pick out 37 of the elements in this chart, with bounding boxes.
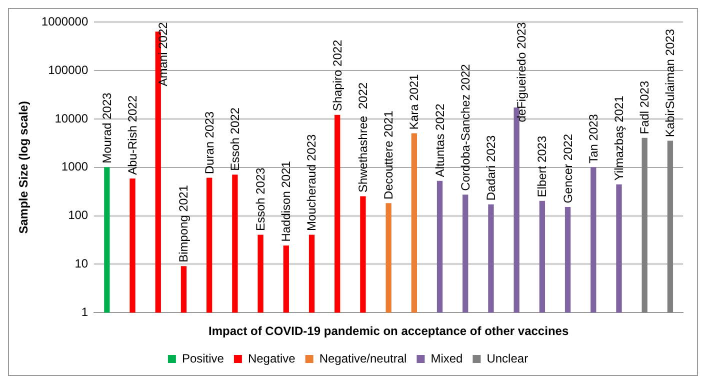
x-tick-label: Haddison 2021: [279, 160, 294, 242]
x-tick-label: Essoh 2022: [228, 107, 242, 171]
y-tick-label: 1000: [61, 160, 88, 174]
x-tick-label: Shwethashree 2022: [356, 82, 370, 193]
x-tick-label: Mourad 2023: [100, 92, 114, 164]
x-tick-label: Shapiro 2022: [330, 39, 344, 112]
x-tick-label: KabirSulaiman 2023: [663, 28, 678, 138]
x-tick-label: Yilmazbaş 2021: [612, 95, 626, 181]
x-tick-label: Essoh 2023: [254, 167, 268, 232]
y-tick-label: 10: [74, 256, 88, 271]
x-tick-label: Moucheraud 2023: [304, 134, 319, 232]
x-tick-label: Gencer 2022: [560, 134, 575, 204]
x-tick-label: Fadl 2023: [638, 80, 652, 134]
x-tick-label: Bimpong 2021: [176, 184, 191, 262]
legend-label: Mixed: [430, 351, 463, 366]
y-tick-label: 100000: [48, 62, 88, 77]
x-axis-title: Impact of COVID-19 pandemic on acceptance of other vaccines: [208, 324, 569, 338]
legend-label: Positive: [182, 351, 224, 366]
x-tick-label: Amani 2022: [156, 22, 170, 86]
y-tick-label: 1: [81, 304, 88, 319]
y-tick-label: 1000000: [41, 14, 88, 29]
legend-label: Unclear: [486, 351, 528, 366]
x-tick-label: Altuntas 2022: [432, 103, 447, 178]
x-tick-label: Kara 2021: [407, 74, 422, 130]
x-tick-label: Elbert 2023: [535, 136, 550, 198]
y-tick-label: 100: [68, 208, 88, 222]
legend-label: Negative: [248, 351, 296, 366]
x-tick-label: Abu-Rish 2022: [126, 95, 140, 175]
x-tick-label: Duran 2023: [202, 111, 216, 174]
x-tick-label: Tan 2023: [586, 114, 600, 164]
x-tick-label: Dadari 2023: [484, 134, 498, 201]
x-tick-label: deFigueiredo 2023: [514, 22, 529, 122]
y-axis-title: Sample Size (log scale): [16, 101, 31, 234]
x-tick-label: Decouttere 2021: [382, 110, 396, 200]
y-tick-label: 10000: [54, 111, 88, 126]
legend-label: Negative/neutral: [319, 351, 407, 366]
x-tick-label: Cordoba-Sanchez 2022: [458, 64, 472, 191]
